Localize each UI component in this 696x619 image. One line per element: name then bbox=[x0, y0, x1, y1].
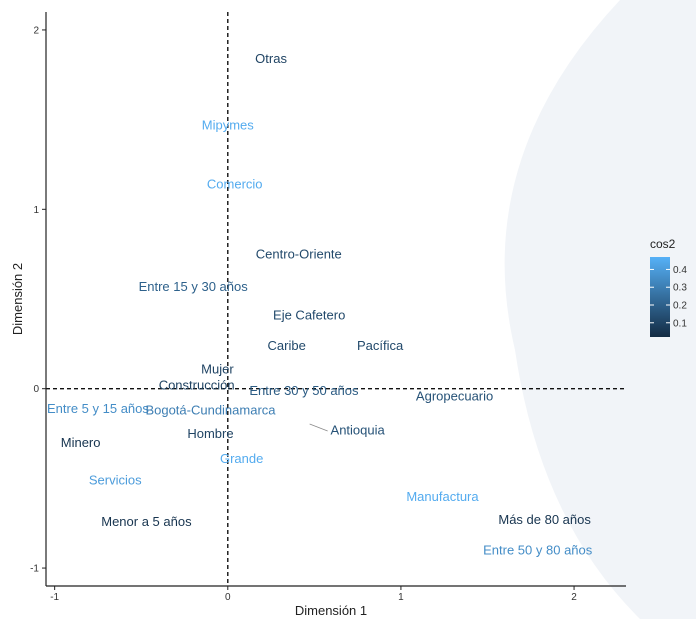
y-tick-label: 1 bbox=[33, 205, 39, 216]
axes bbox=[45, 12, 626, 587]
point-label: Comercio bbox=[207, 177, 263, 192]
point-label: Menor a 5 años bbox=[101, 514, 192, 529]
point-label: Mipymes bbox=[202, 118, 255, 133]
point-label: Caribe bbox=[268, 338, 306, 353]
point-label: Antioquia bbox=[331, 422, 386, 437]
legend-ticks: 0.1 0.2 0.3 0.4 bbox=[650, 265, 687, 329]
point-label: Minero bbox=[61, 435, 101, 450]
point-label: Servicios bbox=[89, 473, 142, 488]
label-connector bbox=[309, 423, 328, 432]
point-label: Grande bbox=[220, 451, 263, 466]
point-label: Hombre bbox=[187, 426, 233, 441]
legend: cos2 0.1 0.2 0.3 0.4 bbox=[650, 237, 687, 337]
point-label: Mujer bbox=[201, 361, 234, 376]
x-tick-label: 2 bbox=[571, 592, 577, 603]
y-tick-label: -1 bbox=[30, 564, 39, 575]
legend-tick-label: 0.4 bbox=[673, 265, 687, 276]
point-label: Centro-Oriente bbox=[256, 247, 342, 262]
legend-tick-label: 0.2 bbox=[673, 301, 687, 312]
x-tick-label: 0 bbox=[225, 592, 231, 603]
x-tick-label: 1 bbox=[398, 592, 404, 603]
x-tick-label: -1 bbox=[50, 592, 59, 603]
label-connectors bbox=[309, 423, 328, 432]
y-tick-label: 0 bbox=[33, 384, 39, 395]
point-label: Más de 80 años bbox=[498, 512, 591, 527]
y-tick-label: 2 bbox=[33, 25, 39, 36]
point-label: Entre 15 y 30 años bbox=[139, 279, 249, 294]
point-label: Entre 30 y 50 años bbox=[249, 383, 359, 398]
point-label: Manufactura bbox=[406, 489, 479, 504]
point-label: Entre 50 y 80 años bbox=[483, 543, 593, 558]
point-labels: Otras Mipymes Comercio Centro-Oriente Entre … bbox=[47, 51, 593, 557]
point-label: Construcción bbox=[159, 378, 235, 393]
legend-title: cos2 bbox=[650, 237, 676, 251]
x-axis-title: Dimensión 1 bbox=[295, 603, 367, 618]
reference-lines bbox=[46, 12, 626, 586]
point-label: Entre 5 y 15 años bbox=[47, 401, 149, 416]
legend-tick-label: 0.1 bbox=[673, 318, 687, 329]
point-label: Agropecuario bbox=[416, 388, 493, 403]
ticks: -1 0 1 2 -1 0 1 2 bbox=[30, 25, 577, 603]
point-label: Eje Cafetero bbox=[273, 308, 345, 323]
point-label: Otras bbox=[255, 51, 287, 66]
legend-colorbar bbox=[650, 257, 670, 337]
legend-tick-label: 0.3 bbox=[673, 283, 687, 294]
point-label: Bogotá-Cundinamarca bbox=[145, 403, 276, 418]
y-axis-title: Dimensión 2 bbox=[10, 263, 25, 335]
point-label: Pacífica bbox=[357, 338, 404, 353]
